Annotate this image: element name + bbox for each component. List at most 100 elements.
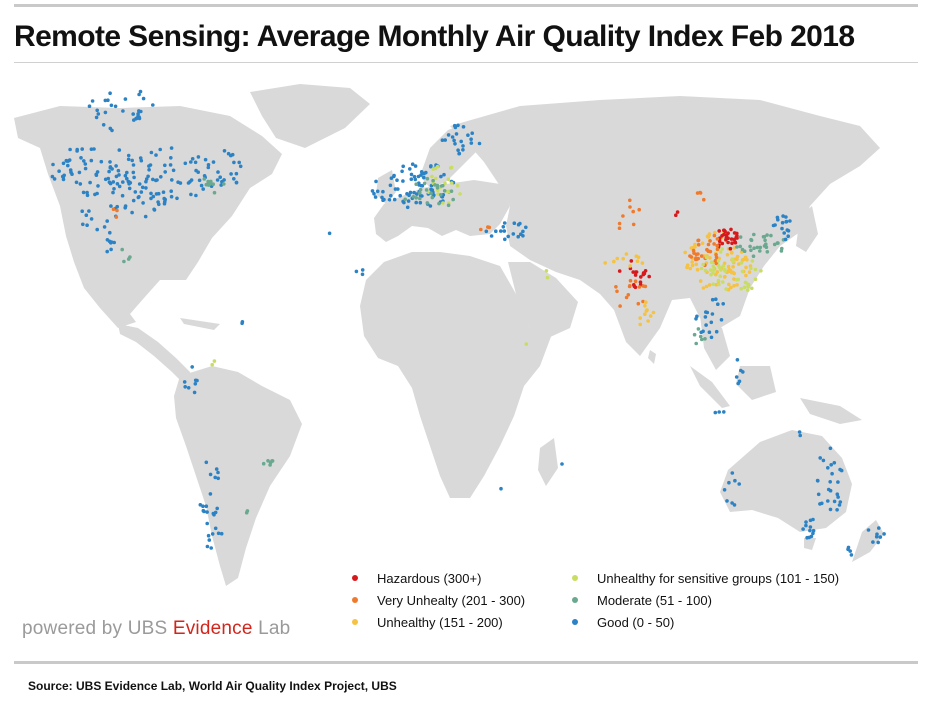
station-dot-good	[703, 315, 708, 319]
station-dot-moderate	[765, 233, 769, 237]
station-dot-sensitive	[734, 278, 739, 282]
landmass-new-zealand	[852, 520, 884, 562]
station-dot-good	[466, 133, 470, 137]
station-dot-very-unhealthy	[631, 222, 636, 227]
station-dot-very-unhealthy	[706, 242, 711, 247]
station-dot-moderate	[439, 184, 444, 188]
legend-item-good: Good (0 - 50)	[572, 611, 892, 633]
station-dot-good	[816, 479, 820, 483]
station-dot-sensitive	[723, 267, 727, 272]
station-dot-good	[370, 189, 375, 193]
map-title: Remote Sensing: Average Monthly Air Qual…	[14, 20, 855, 53]
landmass-southeast-asia	[700, 316, 730, 370]
station-dot-good	[144, 177, 149, 181]
station-dot-good	[739, 368, 743, 373]
station-dot-good	[82, 159, 86, 163]
station-dot-good	[516, 222, 521, 227]
station-dot-hazardous	[632, 284, 637, 288]
station-dot-sensitive	[701, 262, 705, 267]
station-dot-good	[727, 480, 731, 485]
station-dot-sensitive	[720, 247, 724, 251]
station-dot-good	[123, 97, 128, 101]
station-dot-good	[144, 186, 148, 190]
station-dot-good	[95, 108, 99, 113]
station-dot-moderate	[446, 203, 451, 208]
station-dot-good	[783, 237, 788, 242]
station-dot-good	[818, 456, 822, 460]
station-dot-moderate	[764, 242, 768, 246]
station-dot-good	[111, 190, 115, 195]
station-dot-hazardous	[633, 270, 638, 274]
station-dot-good	[811, 531, 815, 536]
station-dot-very-unhealthy	[617, 226, 622, 230]
station-dot-good	[216, 470, 220, 475]
station-dot-very-unhealthy	[699, 254, 704, 258]
station-dot-moderate	[268, 463, 272, 467]
station-dot-hazardous	[728, 246, 733, 251]
station-dot-good	[106, 98, 110, 102]
station-dot-good	[169, 194, 174, 199]
station-dot-good	[811, 528, 816, 533]
station-dot-good	[137, 116, 142, 121]
station-dot-unhealthy	[690, 263, 695, 268]
station-dot-good	[87, 209, 91, 213]
station-dot-good	[148, 163, 153, 167]
station-dot-sensitive	[455, 184, 460, 188]
station-dot-good	[108, 91, 112, 95]
station-dot-good	[477, 141, 482, 146]
station-dot-good	[828, 507, 833, 512]
station-dot-moderate	[418, 187, 423, 192]
station-dot-unhealthy	[715, 270, 720, 274]
station-dot-unhealthy	[714, 272, 718, 277]
station-dot-good	[189, 160, 193, 164]
station-dot-moderate	[751, 254, 756, 258]
station-dot-unhealthy	[621, 256, 625, 261]
station-dot-good	[398, 193, 403, 198]
station-dot-unhealthy	[628, 264, 632, 268]
station-dot-good	[826, 499, 830, 503]
station-dot-good	[193, 382, 198, 386]
station-dot-moderate	[748, 244, 752, 249]
station-dot-hazardous	[733, 240, 737, 244]
station-dot-good	[95, 170, 100, 174]
station-dot-good	[826, 466, 830, 470]
station-dot-good	[169, 146, 174, 150]
landmass-japan	[796, 206, 818, 252]
landmasses	[14, 84, 884, 586]
station-dot-very-unhealthy	[633, 279, 638, 283]
station-dot-unhealthy	[646, 319, 650, 323]
station-dot-good	[234, 180, 239, 185]
station-dot-sensitive	[435, 164, 440, 169]
station-dot-good	[105, 238, 110, 242]
station-dot-good	[721, 302, 725, 306]
station-dot-sensitive	[716, 264, 721, 268]
station-dot-good	[710, 297, 715, 302]
station-dot-good	[422, 175, 426, 180]
station-dot-good	[807, 535, 811, 540]
station-dot-moderate	[418, 191, 422, 195]
station-dot-unhealthy	[732, 277, 736, 281]
station-dot-good	[413, 164, 418, 168]
station-dot-unhealthy	[713, 230, 717, 235]
station-dot-good	[204, 460, 209, 465]
station-dot-moderate	[222, 182, 226, 186]
station-dot-good	[141, 201, 145, 205]
station-dot-moderate	[740, 247, 745, 252]
station-dot-good	[836, 480, 840, 484]
station-dot-good	[506, 234, 511, 239]
station-dot-sensitive	[430, 174, 434, 179]
station-dot-good	[511, 232, 516, 236]
station-dot-good	[123, 206, 127, 210]
station-dot-good	[373, 195, 378, 199]
landmass-north-america	[14, 106, 282, 328]
station-dot-good	[208, 472, 213, 477]
station-dot-very-unhealthy	[615, 289, 619, 294]
station-dot-very-unhealthy	[111, 207, 116, 211]
station-dot-unhealthy	[634, 254, 639, 258]
station-dot-sensitive	[742, 285, 747, 289]
station-dot-good	[401, 164, 406, 169]
station-dot-unhealthy	[683, 250, 687, 255]
station-dot-sensitive	[443, 181, 447, 186]
landmass-cuba	[180, 318, 220, 330]
landmass-tasmania	[804, 538, 816, 550]
